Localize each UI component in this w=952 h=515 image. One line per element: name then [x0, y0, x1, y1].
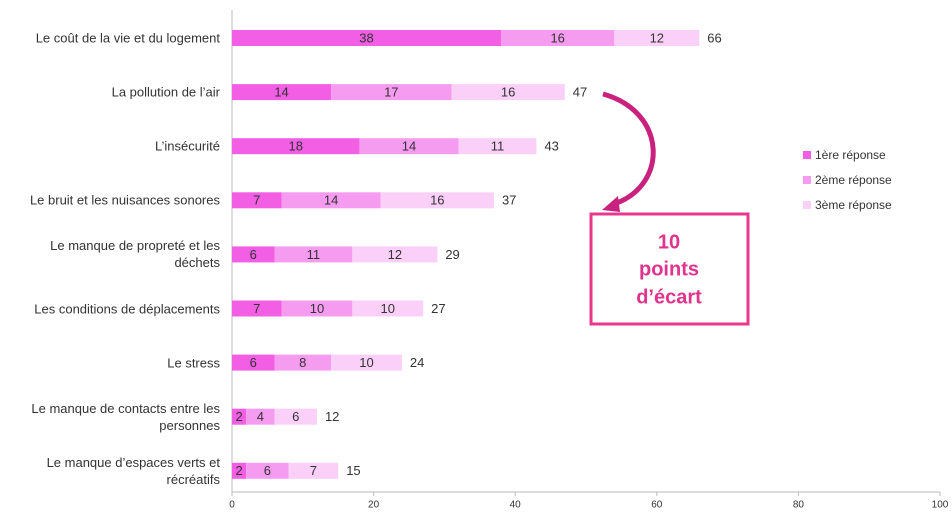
value-label: 16 — [430, 193, 444, 208]
bar-segment — [232, 246, 275, 263]
value-label: 14 — [274, 85, 288, 100]
x-tick-label: 80 — [793, 500, 805, 511]
bar-segment — [352, 300, 424, 317]
value-label: 6 — [250, 247, 257, 262]
value-label: 12 — [650, 30, 664, 45]
x-tick-label: 100 — [932, 500, 949, 511]
bar-segment — [274, 246, 353, 263]
bar-segment — [232, 192, 282, 209]
bar-segment — [246, 408, 275, 425]
annotation-box — [589, 212, 750, 326]
value-label: 12 — [388, 247, 402, 262]
legend-label: 3ème réponse — [815, 198, 892, 212]
value-label: 7 — [253, 301, 260, 316]
total-label: 27 — [431, 301, 445, 316]
category-label: Le coût de la vie et du logement — [35, 30, 220, 46]
bar-segment — [232, 138, 360, 155]
bar-segment — [274, 354, 332, 371]
bar-segment — [281, 300, 353, 317]
value-label: 38 — [359, 30, 373, 45]
value-label: 14 — [324, 193, 338, 208]
value-label: 6 — [250, 355, 257, 370]
value-label: 10 — [381, 301, 395, 316]
bar-segment — [232, 30, 502, 46]
legend-label: 1ère réponse — [815, 148, 886, 162]
bar-segment — [232, 462, 247, 479]
value-label: 2 — [235, 409, 242, 424]
legend-swatch — [803, 176, 811, 184]
bar-segment — [352, 246, 438, 263]
total-label: 29 — [445, 247, 459, 262]
value-label: 10 — [310, 301, 324, 316]
x-tick-label: 40 — [510, 500, 522, 511]
bar-segment — [288, 462, 339, 479]
legend-label: 2ème réponse — [815, 173, 892, 187]
total-label: 43 — [544, 139, 558, 154]
x-tick-label: 0 — [229, 500, 235, 511]
category-label: Les conditions de déplacements — [34, 301, 220, 316]
bar-segment — [274, 408, 317, 425]
total-label: 47 — [573, 85, 587, 100]
x-tick-label: 20 — [368, 500, 380, 511]
annotation: points — [639, 258, 699, 280]
bar-segment — [246, 462, 289, 479]
category-label: La pollution de l’air — [111, 84, 220, 100]
total-label: 37 — [502, 193, 516, 208]
bar-segment — [614, 30, 700, 46]
bar-segment — [232, 408, 247, 425]
value-label: 17 — [384, 85, 398, 100]
value-label: 10 — [359, 355, 373, 370]
arrow-head — [602, 196, 620, 212]
legend-swatch — [803, 151, 811, 159]
total-label: 15 — [346, 463, 360, 478]
category-label: Le manque de contacts entre les personne… — [31, 400, 220, 433]
category-label: Le manque de propreté et les déchets — [50, 238, 220, 271]
value-label: 16 — [550, 30, 564, 45]
bar-segment — [281, 192, 381, 209]
bar-segment — [232, 300, 282, 317]
bar-segment — [359, 138, 459, 155]
total-label: 24 — [410, 355, 424, 370]
value-label: 18 — [288, 139, 302, 154]
value-label: 6 — [292, 409, 299, 424]
bar-segment — [380, 192, 494, 209]
category-label: Le manque d’espaces verts et récréatifs — [46, 454, 220, 487]
bar-segment — [458, 138, 537, 155]
value-label: 14 — [402, 139, 416, 154]
bar-segment — [232, 354, 275, 371]
value-label: 11 — [307, 247, 321, 262]
arrow — [602, 91, 656, 207]
category-label: L’insécurité — [154, 138, 220, 154]
bar-segment — [331, 354, 402, 371]
category-label: Le stress — [167, 355, 220, 371]
value-label: 7 — [253, 193, 260, 208]
total-label: 12 — [325, 409, 339, 424]
value-label: 11 — [491, 139, 505, 154]
bar-segment — [501, 30, 615, 46]
value-label: 7 — [310, 463, 317, 478]
total-label: 66 — [707, 30, 721, 45]
bar-segment — [232, 84, 332, 101]
bar-segment — [451, 84, 565, 101]
bar-segment — [331, 84, 452, 101]
annotation: d’écart — [636, 286, 702, 308]
value-label: 8 — [299, 355, 306, 370]
x-tick-label: 60 — [651, 500, 663, 511]
annotation: 10 — [658, 231, 680, 253]
legend-swatch — [803, 201, 811, 209]
value-label: 4 — [257, 409, 264, 424]
category-label: Le bruit et les nuisances sonores — [29, 192, 220, 208]
value-label: 2 — [235, 463, 242, 478]
value-label: 16 — [501, 85, 515, 100]
value-label: 6 — [264, 463, 271, 478]
